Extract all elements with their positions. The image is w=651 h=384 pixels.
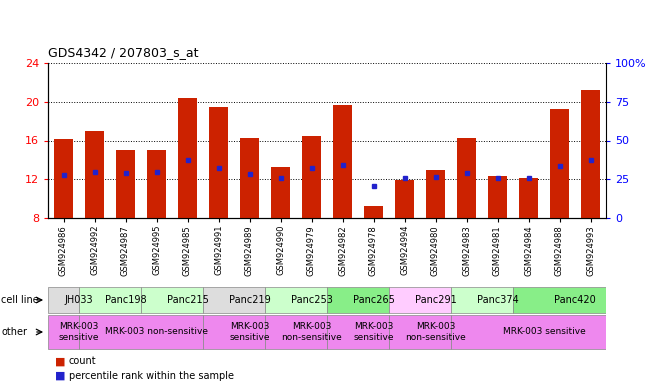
Bar bbox=[265, 286, 327, 313]
Bar bbox=[364, 206, 383, 218]
Bar bbox=[85, 131, 104, 218]
Bar bbox=[333, 105, 352, 218]
Bar bbox=[271, 167, 290, 218]
Text: MRK-003 non-sensitive: MRK-003 non-sensitive bbox=[105, 328, 208, 336]
Text: count: count bbox=[69, 356, 96, 366]
Text: Panc420: Panc420 bbox=[554, 295, 596, 305]
Text: JH033: JH033 bbox=[64, 295, 93, 305]
Text: Panc215: Panc215 bbox=[167, 295, 208, 305]
Text: Panc374: Panc374 bbox=[477, 295, 518, 305]
Text: Panc219: Panc219 bbox=[229, 295, 270, 305]
Bar bbox=[54, 139, 73, 218]
Bar bbox=[203, 286, 265, 313]
Bar bbox=[48, 286, 79, 313]
Bar bbox=[79, 315, 203, 349]
Text: GDS4342 / 207803_s_at: GDS4342 / 207803_s_at bbox=[48, 46, 199, 59]
Bar bbox=[451, 315, 606, 349]
Bar bbox=[141, 286, 203, 313]
Text: percentile rank within the sample: percentile rank within the sample bbox=[69, 371, 234, 381]
Bar bbox=[147, 150, 166, 218]
Bar bbox=[581, 90, 600, 218]
Text: MRK-003
sensitive: MRK-003 sensitive bbox=[59, 322, 99, 342]
Bar bbox=[513, 286, 606, 313]
Bar bbox=[209, 107, 228, 218]
Bar bbox=[327, 315, 389, 349]
Bar bbox=[457, 137, 476, 218]
Bar bbox=[302, 136, 321, 218]
Bar bbox=[265, 315, 327, 349]
Text: Panc253: Panc253 bbox=[290, 295, 333, 305]
Text: MRK-003
non-sensitive: MRK-003 non-sensitive bbox=[405, 322, 466, 342]
Text: other: other bbox=[1, 327, 27, 337]
Text: MRK-003
non-sensitive: MRK-003 non-sensitive bbox=[281, 322, 342, 342]
Bar bbox=[550, 109, 569, 218]
Bar bbox=[327, 286, 389, 313]
Bar bbox=[426, 170, 445, 218]
Text: Panc291: Panc291 bbox=[415, 295, 456, 305]
Bar bbox=[240, 137, 259, 218]
Text: Panc198: Panc198 bbox=[105, 295, 146, 305]
Text: ■: ■ bbox=[55, 371, 65, 381]
Bar bbox=[519, 178, 538, 218]
Bar bbox=[389, 315, 451, 349]
Text: Panc265: Panc265 bbox=[353, 295, 395, 305]
Text: MRK-003 sensitive: MRK-003 sensitive bbox=[503, 328, 585, 336]
Text: MRK-003
sensitive: MRK-003 sensitive bbox=[353, 322, 394, 342]
Bar bbox=[488, 176, 506, 218]
Text: cell line: cell line bbox=[1, 295, 39, 305]
Bar bbox=[395, 180, 414, 218]
Bar bbox=[451, 286, 513, 313]
Bar bbox=[48, 315, 79, 349]
Bar bbox=[203, 315, 265, 349]
Bar bbox=[389, 286, 451, 313]
Bar bbox=[116, 150, 135, 218]
Text: MRK-003
sensitive: MRK-003 sensitive bbox=[229, 322, 270, 342]
Text: ■: ■ bbox=[55, 356, 65, 366]
Bar bbox=[178, 98, 197, 218]
Bar bbox=[79, 286, 141, 313]
